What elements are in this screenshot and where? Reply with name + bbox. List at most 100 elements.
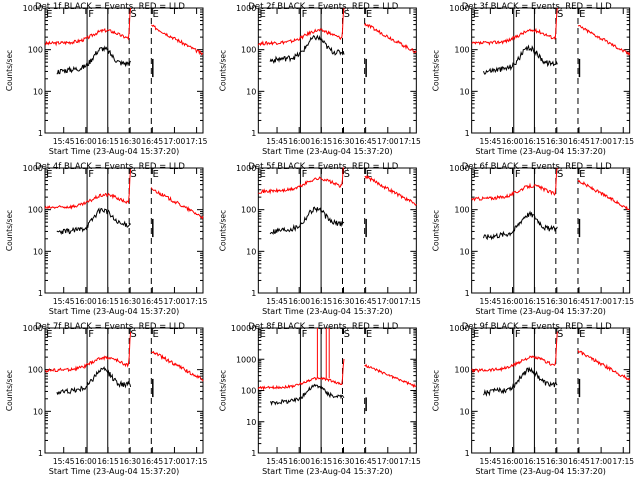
event-marker-E: E (46, 9, 52, 20)
y-tick-label: 1 (465, 449, 470, 458)
series-red-lld (471, 331, 631, 381)
y-tick-label: 1 (38, 449, 43, 458)
y-tick-label: 10 (246, 247, 256, 256)
series-black-events (56, 207, 131, 235)
x-tick-label: 16:00 (75, 457, 97, 466)
series-black-events (483, 44, 558, 76)
y-tick-label: 1 (251, 449, 256, 458)
panel-title: Det 2f BLACK = Events, RED = LLD (248, 2, 398, 12)
y-tick-label: 10000 (231, 324, 256, 333)
x-tick-label: 16:15 (311, 297, 333, 306)
y-tick-label: 1 (38, 129, 43, 138)
event-marker-E: E (152, 169, 158, 180)
y-tick-label: 1000 (236, 4, 256, 13)
y-tick-label: 10 (246, 87, 256, 96)
y-axis-label: Counts/sec (5, 50, 14, 91)
x-tick-label: 15:45 (480, 457, 502, 466)
x-tick-label: 16:15 (311, 457, 333, 466)
x-tick-label: 16:30 (119, 137, 141, 146)
x-tick-label: 17:00 (377, 457, 399, 466)
event-marker-F: F (88, 169, 94, 180)
y-tick-label: 1 (465, 289, 470, 298)
series-black-events (483, 210, 558, 241)
panel-2: Det 2f BLACK = Events, RED = LLD 1 10 100 10… (218, 2, 421, 156)
y-tick-label: 10 (33, 407, 43, 416)
x-axis-label: Start Time (23-Aug-04 15:37:20) (49, 307, 180, 316)
x-tick-label: 17:00 (164, 297, 186, 306)
series-red-lld (257, 358, 417, 391)
x-tick-label: 16:45 (141, 457, 163, 466)
plot-frame (44, 167, 204, 294)
event-marker-S: S (344, 329, 350, 340)
y-tick-label: 1000 (23, 4, 43, 13)
panel-4: Det 4f BLACK = Events, RED = LLD 1 10 100 10… (5, 162, 208, 316)
series-red-lld (44, 169, 204, 220)
x-tick-label: 15:45 (266, 457, 288, 466)
y-tick-label: 1000 (449, 4, 469, 13)
x-tick-label: 15:45 (53, 297, 75, 306)
y-tick-label: 100 (241, 206, 256, 215)
plot-frame (44, 327, 204, 454)
x-tick-label: 16:30 (546, 137, 568, 146)
x-tick-label: 17:15 (612, 137, 634, 146)
series-black-events (483, 366, 558, 397)
y-axis-label: Counts/sec (432, 50, 441, 91)
series-black-events (269, 34, 345, 65)
series-black-events (269, 206, 345, 235)
x-tick-label: 16:00 (75, 297, 97, 306)
panel-1: Det 1f BLACK = Events, RED = LLD 1 10 100 10… (5, 2, 208, 156)
event-marker-S: S (344, 169, 350, 180)
plot-frame (257, 167, 417, 294)
panel-title: Det 6f BLACK = Events, RED = LLD (462, 162, 612, 172)
event-marker-S: S (130, 9, 136, 20)
x-tick-label: 16:45 (141, 137, 163, 146)
x-axis-label: Start Time (23-Aug-04 15:37:20) (475, 307, 606, 316)
y-axis-label: Counts/sec (5, 370, 14, 411)
x-tick-label: 17:00 (590, 297, 612, 306)
y-tick-label: 10 (33, 87, 43, 96)
x-tick-label: 17:15 (186, 297, 208, 306)
y-tick-label: 1 (38, 289, 43, 298)
y-tick-label: 1000 (23, 324, 43, 333)
plot-frame (44, 7, 204, 134)
x-axis-label: Start Time (23-Aug-04 15:37:20) (475, 467, 606, 476)
panel-title: Det 4f BLACK = Events, RED = LLD (35, 162, 185, 172)
panel-5: Det 5f BLACK = Events, RED = LLD 1 10 100 10… (218, 162, 421, 316)
plot-frame (257, 7, 417, 134)
event-marker-F: F (302, 9, 308, 20)
event-marker-E: E (473, 9, 479, 20)
y-tick-label: 1000 (236, 164, 256, 173)
y-tick-label: 1 (251, 129, 256, 138)
x-tick-label: 16:00 (288, 297, 310, 306)
x-tick-label: 16:15 (524, 297, 546, 306)
event-marker-E: E (366, 9, 372, 20)
x-tick-label: 16:30 (333, 137, 355, 146)
plot-frame (471, 167, 631, 294)
event-marker-S: S (557, 169, 563, 180)
y-tick-label: 1000 (449, 324, 469, 333)
x-tick-label: 16:45 (141, 297, 163, 306)
event-marker-E: E (260, 9, 266, 20)
event-marker-E: E (579, 9, 585, 20)
x-tick-label: 16:15 (524, 457, 546, 466)
x-tick-label: 17:15 (612, 457, 634, 466)
x-tick-label: 17:00 (164, 137, 186, 146)
event-marker-F: F (302, 329, 308, 340)
x-tick-label: 16:30 (546, 457, 568, 466)
series-red-lld (258, 167, 417, 206)
y-axis-label: Counts/sec (432, 370, 441, 411)
y-tick-label: 100 (454, 46, 469, 55)
series-black-events (56, 366, 132, 396)
plot-frame (471, 7, 631, 134)
x-tick-label: 17:00 (590, 137, 612, 146)
x-tick-label: 16:00 (502, 297, 524, 306)
panel-7: Det 7f BLACK = Events, RED = LLD 1 10 100 10… (5, 322, 208, 476)
x-tick-label: 15:45 (480, 297, 502, 306)
x-axis-label: Start Time (23-Aug-04 15:37:20) (262, 467, 393, 476)
event-marker-E: E (579, 169, 585, 180)
x-tick-label: 16:45 (568, 137, 590, 146)
event-marker-E: E (473, 329, 479, 340)
event-marker-E: E (152, 9, 158, 20)
y-tick-label: 100 (28, 366, 43, 375)
x-tick-label: 16:30 (119, 457, 141, 466)
